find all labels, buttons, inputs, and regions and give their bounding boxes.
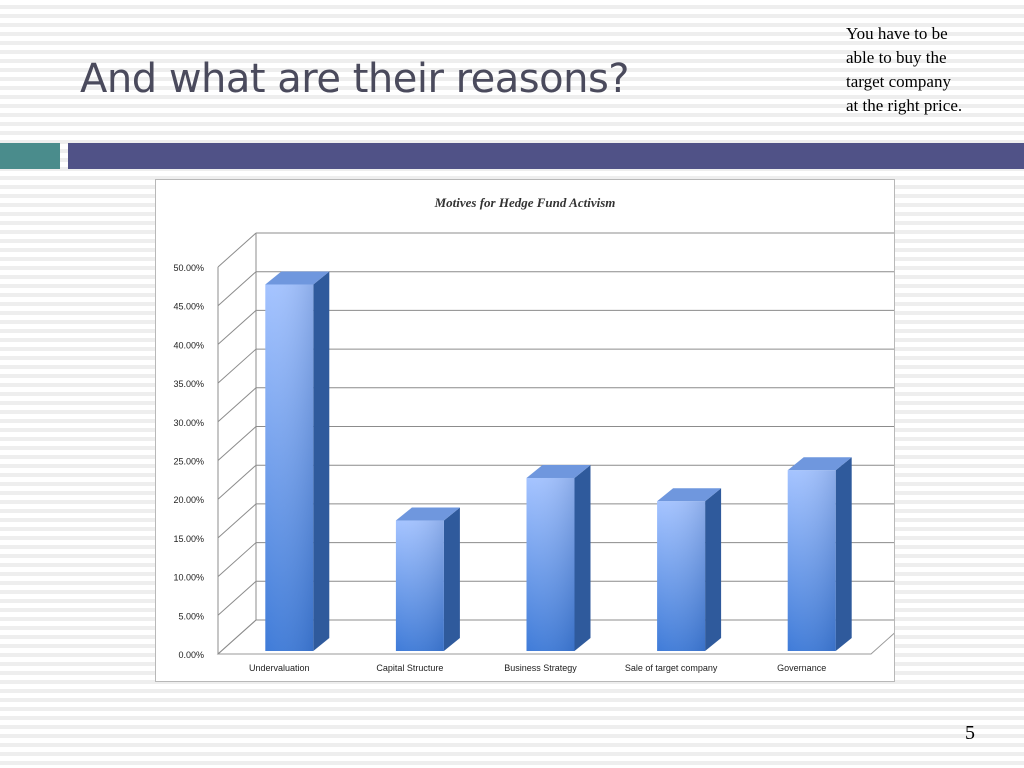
page-number: 5 — [965, 722, 975, 744]
x-tick-label: Capital Structure — [376, 663, 443, 673]
bar-side — [705, 488, 722, 651]
side-note-line: You have to be — [846, 24, 948, 43]
bar-shade — [265, 284, 314, 651]
gridline-side — [217, 271, 257, 307]
gridline-side — [217, 580, 257, 616]
y-tick-label: 10.00% — [173, 573, 204, 583]
bar-shade — [526, 477, 575, 651]
y-tick-label: 35.00% — [173, 379, 204, 389]
bar-side — [443, 507, 460, 651]
chart-title: Motives for Hedge Fund Activism — [434, 195, 616, 210]
bar-shade — [787, 470, 836, 651]
gridline-side — [217, 348, 257, 384]
x-tick-label: Business Strategy — [504, 663, 577, 673]
y-tick-label: 40.00% — [173, 340, 204, 350]
y-tick-label: 0.00% — [178, 650, 204, 660]
x-tick-label: Governance — [777, 663, 826, 673]
bar-top — [787, 457, 852, 471]
y-tick-label: 25.00% — [173, 457, 204, 467]
side-note-line: target company — [846, 72, 951, 91]
side-note-line: at the right price. — [846, 96, 963, 115]
y-tick-label: 5.00% — [178, 611, 204, 621]
chart-frame: Motives for Hedge Fund Activism 0.00% 5.00… — [155, 179, 895, 682]
bar-top — [657, 488, 722, 502]
gridline-side — [217, 310, 257, 345]
accent-bar-teal — [0, 143, 60, 169]
bar-side — [574, 464, 591, 651]
y-tick-label: 45.00% — [173, 302, 204, 312]
gridline-side — [217, 503, 257, 539]
gridline-side — [217, 426, 257, 461]
side-note: You have to be able to buy the target co… — [846, 22, 1016, 118]
bar-top — [526, 464, 591, 478]
y-tick-label: 30.00% — [173, 418, 204, 428]
side-note-line: able to buy the — [846, 48, 947, 67]
gridline-side — [217, 387, 257, 423]
y-tick-label: 15.00% — [173, 534, 204, 544]
bar-shade — [657, 501, 706, 651]
bar-chart: Motives for Hedge Fund Activism 0.00% 5.00… — [173, 195, 894, 673]
bar-shade — [395, 520, 444, 651]
x-tick-label: Undervaluation — [249, 663, 310, 673]
y-tick-label: 50.00% — [173, 263, 204, 273]
y-tick-label: 20.00% — [173, 495, 204, 505]
gridline-side — [217, 619, 257, 655]
gridline-side — [217, 464, 257, 500]
gridline-side — [217, 232, 257, 268]
bar-side — [835, 457, 852, 651]
x-tick-label: Sale of target company — [625, 663, 718, 673]
accent-bar-navy — [68, 143, 1024, 169]
gridline-side — [217, 542, 257, 577]
slide-title: And what are their reasons? — [80, 56, 630, 102]
bar-top — [395, 507, 460, 521]
bar-side — [313, 271, 330, 651]
bar-top — [265, 271, 330, 285]
